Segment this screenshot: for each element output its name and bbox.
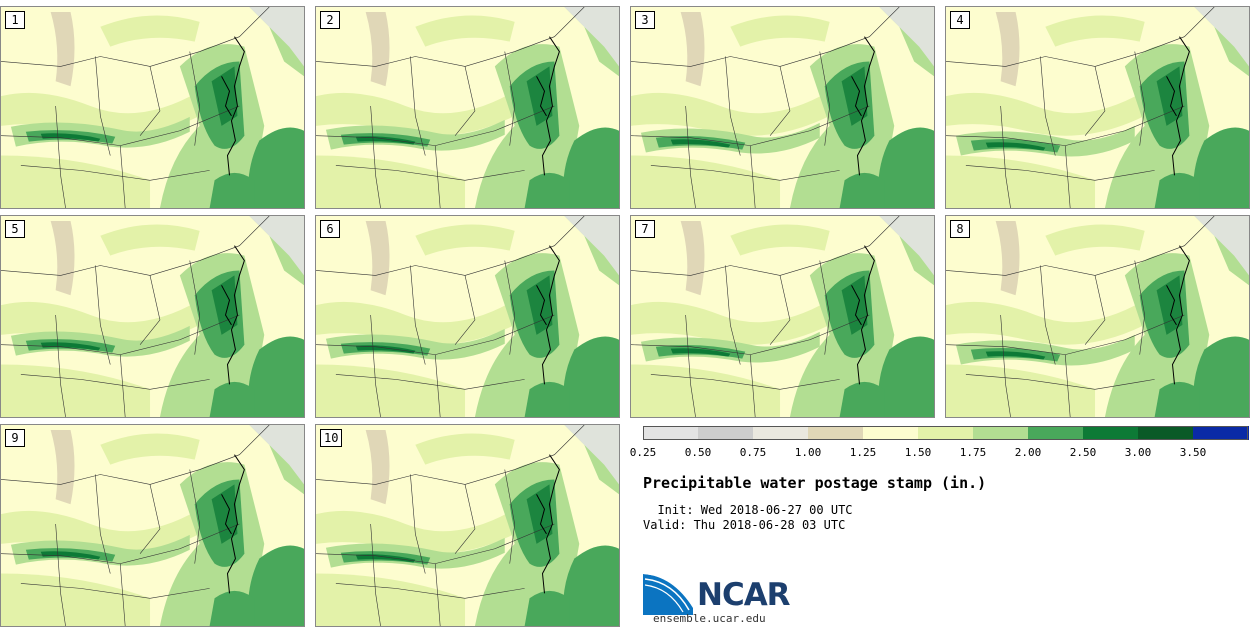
colorbar-bin <box>753 426 809 440</box>
colorbar-tick-label: 2.00 <box>1014 446 1042 459</box>
member-panel: 8 <box>945 215 1250 418</box>
member-panel: 3 <box>630 6 935 209</box>
member-number: 5 <box>5 220 25 238</box>
colorbar-tick-label: 3.50 <box>1179 446 1207 459</box>
precipitable-water-map <box>946 7 1249 208</box>
precipitable-water-map <box>316 216 619 417</box>
member-number: 6 <box>320 220 340 238</box>
colorbar-tick-label: 1.50 <box>904 446 932 459</box>
colorbar-bin <box>1028 426 1084 440</box>
colorbar <box>643 426 1249 440</box>
colorbar-bin <box>918 426 974 440</box>
member-number: 1 <box>5 11 25 29</box>
colorbar-bin <box>863 426 919 440</box>
colorbar-tick-label: 0.75 <box>739 446 767 459</box>
colorbar-bin <box>643 426 699 440</box>
member-number: 4 <box>950 11 970 29</box>
colorbar-tick-label: 2.50 <box>1069 446 1097 459</box>
precipitable-water-map <box>946 216 1249 417</box>
precipitable-water-map <box>316 7 619 208</box>
member-panel: 5 <box>0 215 305 418</box>
member-number: 2 <box>320 11 340 29</box>
member-panel: 10 <box>315 424 620 627</box>
member-panel: 4 <box>945 6 1250 209</box>
member-panel: 7 <box>630 215 935 418</box>
precipitable-water-map <box>1 7 304 208</box>
precipitable-water-map <box>631 216 934 417</box>
precipitable-water-map <box>631 7 934 208</box>
member-number: 10 <box>320 429 343 447</box>
member-panel: 1 <box>0 6 305 209</box>
init-time: Init: Wed 2018-06-27 00 UTC <box>643 503 853 517</box>
colorbar-bin <box>1193 426 1249 440</box>
colorbar-bin <box>1083 426 1139 440</box>
figure-title: Precipitable water postage stamp (in.) <box>643 474 987 492</box>
precipitable-water-map <box>1 425 304 626</box>
member-panel: 9 <box>0 424 305 627</box>
member-panel: 2 <box>315 6 620 209</box>
valid-time: Valid: Thu 2018-06-28 03 UTC <box>643 518 846 532</box>
ncar-logo-icon <box>643 570 697 615</box>
member-number: 3 <box>635 11 655 29</box>
colorbar-bin <box>1138 426 1194 440</box>
member-number: 7 <box>635 220 655 238</box>
precipitable-water-map <box>316 425 619 626</box>
colorbar-bin <box>808 426 864 440</box>
member-panel: 6 <box>315 215 620 418</box>
colorbar-tick-label: 1.00 <box>794 446 822 459</box>
colorbar-tick-label: 1.75 <box>959 446 987 459</box>
colorbar-bin <box>698 426 754 440</box>
colorbar-bin <box>973 426 1029 440</box>
member-number: 8 <box>950 220 970 238</box>
precipitable-water-map <box>1 216 304 417</box>
colorbar-tick-label: 0.25 <box>629 446 657 459</box>
colorbar-tick-label: 3.00 <box>1124 446 1152 459</box>
member-number: 9 <box>5 429 25 447</box>
ncar-wordmark: NCAR <box>697 577 791 613</box>
colorbar-tick-label: 1.25 <box>849 446 877 459</box>
site-url: ensemble.ucar.edu <box>653 612 766 625</box>
colorbar-tick-label: 0.50 <box>684 446 712 459</box>
